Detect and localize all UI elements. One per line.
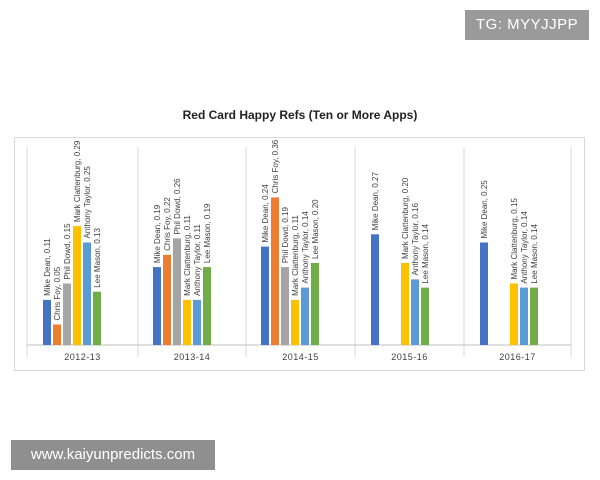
- data-label: Lee Mason, 0.20: [311, 199, 320, 259]
- bar: [311, 263, 319, 345]
- data-label: Mike Dean, 0.27: [371, 171, 380, 230]
- bar: [291, 299, 299, 345]
- bar: [53, 324, 61, 345]
- category-label: 2012-13: [64, 352, 101, 362]
- bar: [93, 291, 101, 345]
- bar: [480, 242, 488, 345]
- bar: [271, 197, 279, 345]
- data-label: Mark Clattenburg, 0.15: [510, 198, 519, 280]
- data-label: Phil Dowd, 0.26: [173, 178, 182, 235]
- data-label: Chris Foy, 0.36: [271, 139, 280, 193]
- bar: [421, 287, 429, 345]
- bar: [520, 287, 528, 345]
- data-label: Anthony Taylor, 0.16: [411, 203, 420, 276]
- bar: [281, 267, 289, 345]
- data-label: Mike Dean, 0.19: [153, 204, 162, 263]
- data-label: Mark Clattenburg, 0.11: [183, 215, 192, 296]
- chart-frame: [14, 137, 585, 371]
- bar: [73, 226, 81, 345]
- data-label: Mark Clattenburg, 0.20: [401, 177, 410, 259]
- data-label: Lee Mason, 0.19: [203, 203, 212, 263]
- data-label: Anthony Taylor, 0.14: [301, 211, 310, 284]
- category-label: 2015-16: [391, 352, 428, 362]
- data-label: Anthony Taylor, 0.11: [193, 224, 202, 296]
- bar: [43, 299, 51, 345]
- bar: [173, 238, 181, 345]
- bar: [401, 263, 409, 345]
- data-label: Chris Foy, 0.22: [163, 197, 172, 251]
- watermark-bottom: www.kaiyunpredicts.com: [11, 440, 215, 470]
- data-label: Chris Foy, 0.05: [53, 266, 62, 320]
- bar: [530, 287, 538, 345]
- category-label: 2013-14: [174, 352, 211, 362]
- data-label: Anthony Taylor, 0.14: [520, 211, 529, 284]
- bar: [261, 246, 269, 345]
- bar: [183, 299, 191, 345]
- data-label: Mike Dean, 0.11: [43, 238, 52, 296]
- data-label: Mike Dean, 0.25: [480, 180, 489, 239]
- data-label: Mark Clattenburg, 0.11: [291, 215, 300, 296]
- data-label: Lee Mason, 0.13: [93, 228, 102, 288]
- category-label: 2016-17: [499, 352, 536, 362]
- chart-title: Red Card Happy Refs (Ten or More Apps): [182, 108, 418, 122]
- data-label: Mark Clattenburg, 0.29: [73, 140, 82, 222]
- data-label: Phil Dowd, 0.19: [281, 207, 290, 264]
- bar: [411, 279, 419, 345]
- watermark-top: TG: MYYJJPP: [465, 10, 589, 40]
- bar: [83, 242, 91, 345]
- bar: [163, 254, 171, 345]
- data-label: Lee Mason, 0.14: [530, 223, 539, 283]
- data-label: Anthony Taylor, 0.25: [83, 166, 92, 239]
- data-label: Mike Dean, 0.24: [261, 184, 270, 243]
- data-label: Phil Dowd, 0.15: [63, 223, 72, 280]
- bar: [371, 234, 379, 345]
- category-label: 2014-15: [282, 352, 319, 362]
- bar: [203, 267, 211, 345]
- bar: [153, 267, 161, 345]
- bar: [63, 283, 71, 345]
- bar: [193, 299, 201, 345]
- bar: [510, 283, 518, 345]
- data-label: Lee Mason, 0.14: [421, 223, 430, 283]
- bar: [301, 287, 309, 345]
